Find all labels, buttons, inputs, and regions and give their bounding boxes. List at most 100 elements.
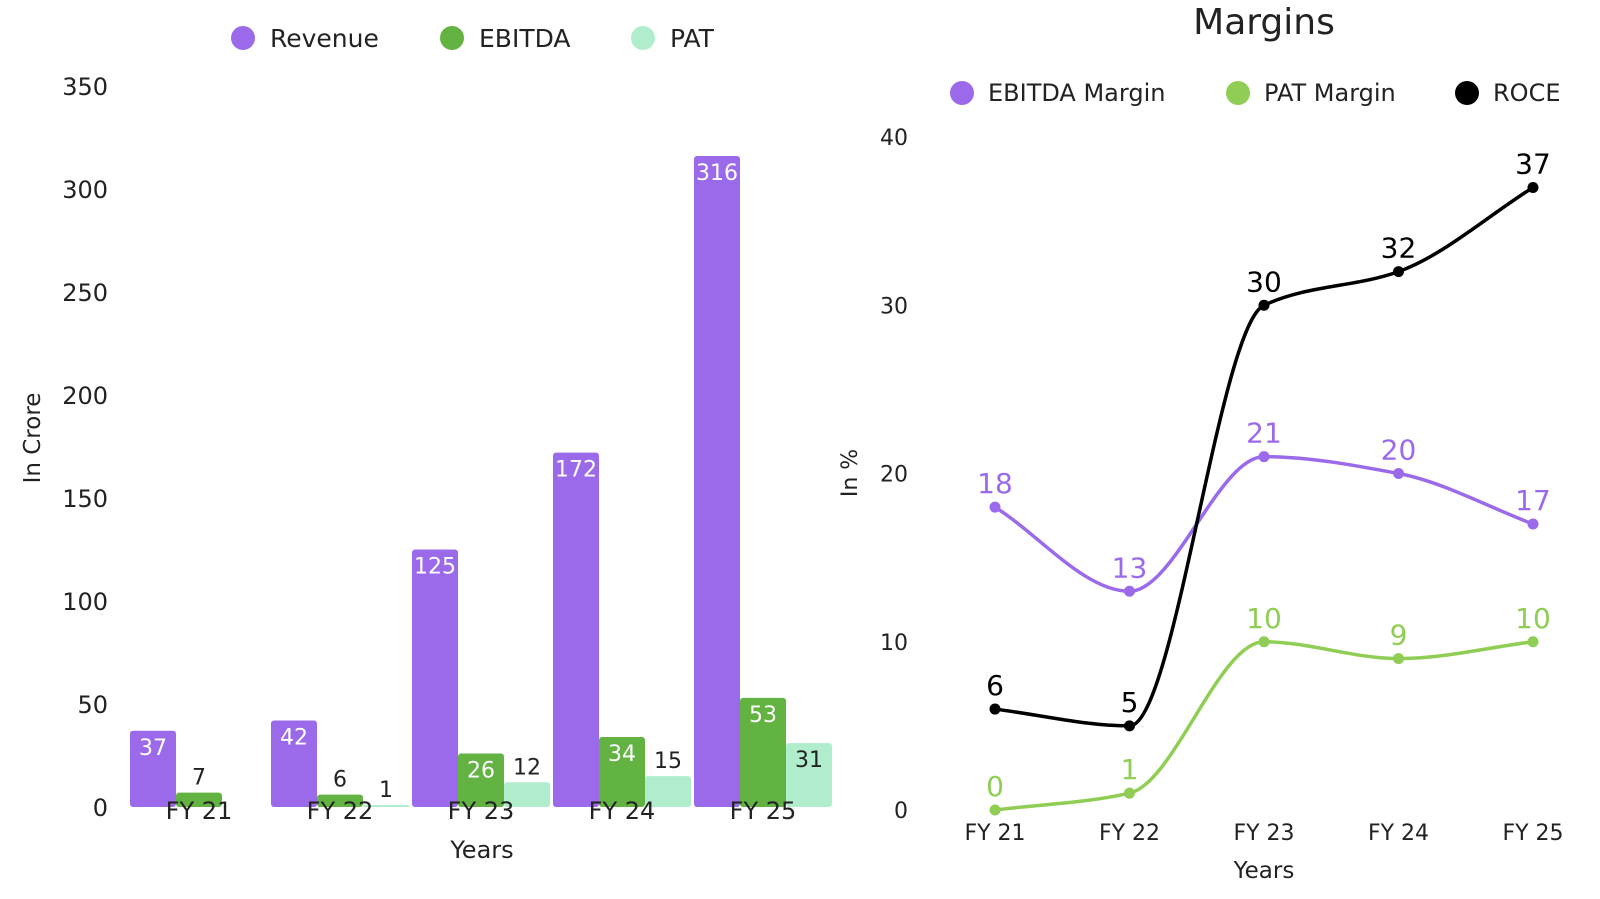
bar [130,730,176,807]
x-tick-label: FY 25 [1502,821,1563,846]
legend-label: PAT Margin [1264,79,1396,107]
bar [694,156,740,808]
data-label: 10 [1246,602,1282,635]
data-label: 53 [749,703,777,728]
bar [176,792,222,807]
legend-item: PAT [631,24,715,53]
y-tick-label: 30 [880,294,908,319]
bar [504,782,550,807]
data-label: 5 [1121,686,1139,719]
x-axis-label: Years [1233,858,1295,884]
series-line [993,639,1535,812]
data-label: 316 [696,161,738,186]
x-tick-label: FY 23 [448,797,515,825]
x-tick-label: FY 21 [964,821,1025,846]
x-tick-label: FY 22 [307,797,374,825]
line-series: 0 1 10 9 10 [986,602,1551,816]
legend-item: PAT Margin [1226,79,1396,107]
data-label: 6 [986,669,1004,702]
y-tick-label: 350 [62,73,108,101]
legend-label: ROCE [1493,79,1561,107]
data-point [1527,636,1539,648]
data-label: 37 [139,736,167,761]
data-point [989,501,1001,513]
y-tick-label: 200 [62,382,108,410]
bar [786,743,832,807]
legend-marker [950,81,974,105]
legend-marker [440,26,464,50]
data-label: 30 [1246,265,1282,298]
data-point [1393,266,1404,278]
data-label: 1 [379,778,393,803]
y-tick-label: 250 [62,279,108,307]
data-label: 15 [654,749,682,774]
series-line [993,454,1535,594]
legend-item: EBITDA Margin [950,79,1165,107]
y-tick-label: 0 [93,794,108,822]
x-tick-label: FY 22 [1099,821,1160,846]
data-label: 0 [986,770,1004,803]
bar [645,776,691,807]
y-tick-label: 100 [62,588,108,616]
data-label: 13 [1112,551,1148,584]
bar [458,753,504,807]
legend-label: PAT [670,24,715,53]
data-label: 172 [555,458,597,483]
chart-title: Margins [1193,2,1335,43]
data-point [1124,787,1135,799]
data-point [1124,585,1135,597]
data-label: 20 [1381,434,1417,467]
x-tick-label: FY 24 [1368,821,1429,846]
legend-marker [1455,81,1479,105]
legend-marker [231,26,255,50]
y-tick-label: 50 [77,691,108,719]
y-tick-label: 10 [880,631,908,656]
data-point [1124,720,1135,732]
x-tick-label: FY 24 [589,797,656,825]
data-label: 18 [977,467,1013,500]
data-point [1393,468,1404,479]
data-label: 125 [414,555,456,580]
data-label: 12 [513,755,541,780]
data-point [1258,636,1270,648]
y-axis-label: In Crore [20,393,46,484]
data-point [989,804,1001,816]
bar [740,697,786,807]
data-label: 32 [1381,232,1417,265]
data-point [1258,299,1270,311]
y-tick-label: 300 [62,176,108,204]
data-label: 6 [333,768,347,793]
data-point [1527,518,1539,530]
legend-label: Revenue [270,24,379,53]
data-label: 26 [467,758,495,783]
data-label: 10 [1515,602,1551,635]
legend-label: EBITDA Margin [988,79,1165,107]
x-axis-label: Years [449,836,513,864]
y-tick-label: 0 [894,799,908,824]
y-tick-label: 20 [880,463,908,488]
data-point [1527,181,1539,193]
data-label: 31 [795,748,823,773]
bar [553,452,599,807]
line-series: 18 13 21 20 17 [977,417,1551,597]
legend-marker [1226,81,1250,105]
y-tick-label: 150 [62,485,108,513]
bar [363,804,409,807]
x-tick-label: FY 21 [166,797,233,825]
data-label: 1 [1121,753,1139,786]
bar-chart: Revenue EBITDA PAT 0 50 100 150 200 250 300 350 In … [20,24,832,864]
data-point [1258,451,1270,463]
data-point [1393,653,1404,665]
bar [599,736,645,807]
legend-item: EBITDA [440,24,571,53]
legend-label: EBITDA [479,24,571,53]
bar [317,794,363,807]
data-label: 7 [192,766,206,791]
series-line [993,185,1535,728]
data-label: 42 [280,725,308,750]
data-label: 9 [1390,619,1408,652]
y-tick-label: 40 [880,126,908,151]
